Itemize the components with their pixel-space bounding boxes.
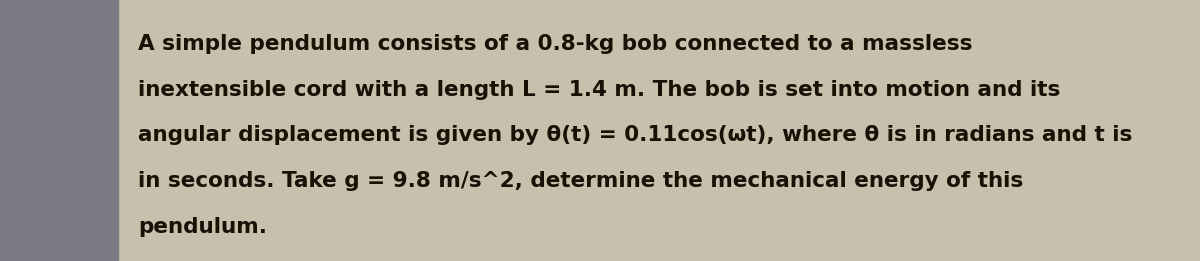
Text: in seconds. Take g = 9.8 m/s^2, determine the mechanical energy of this: in seconds. Take g = 9.8 m/s^2, determin… (138, 171, 1024, 191)
Text: A simple pendulum consists of a 0.8-kg bob connected to a massless: A simple pendulum consists of a 0.8-kg b… (138, 34, 972, 54)
Text: pendulum.: pendulum. (138, 217, 266, 237)
Text: angular displacement is given by θ(t) = 0.11cos(ωt), where θ is in radians and t: angular displacement is given by θ(t) = … (138, 125, 1133, 145)
Bar (0, 0, 118, 261)
Text: inextensible cord with a length L = 1.4 m. The bob is set into motion and its: inextensible cord with a length L = 1.4 … (138, 80, 1061, 100)
